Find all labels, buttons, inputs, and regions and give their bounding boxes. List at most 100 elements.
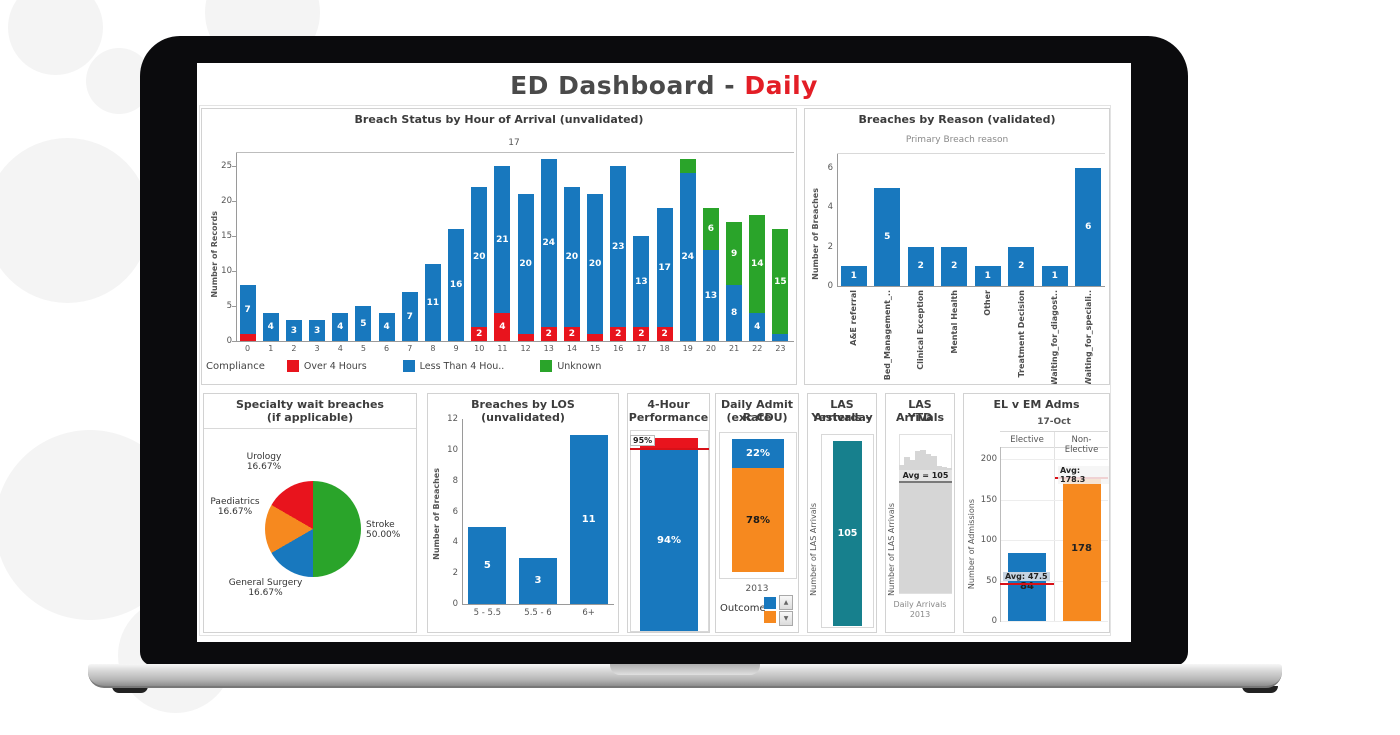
panel-el-v-em: EL v EM Adms 17-Oct Number of Admissions… [963,393,1110,633]
las-yesterday-bar[interactable]: 105 [833,441,862,626]
bar[interactable]: 1 [1041,266,1068,286]
bar[interactable]: 2 [907,246,934,286]
bar-segment-blue[interactable]: 4 [262,313,279,341]
performance-bar-segment-blue[interactable]: 94% [640,449,698,631]
bar[interactable]: 6 [1075,167,1102,286]
performance-bar-segment-red[interactable] [640,438,698,450]
ytd-bar[interactable] [925,454,932,593]
legend-swatch[interactable] [402,360,415,372]
y-tick-label: 0 [827,281,833,291]
gridline [1001,621,1108,622]
legend-item[interactable]: Over 4 Hours [286,360,367,372]
ytd-bar[interactable] [899,464,905,593]
y-tick-label: 10 [221,266,232,276]
bar-segment-green[interactable]: 15 [772,229,789,334]
average-label: Avg = 105 [899,470,952,481]
bar-segment-green[interactable] [679,159,696,173]
panel-breach-by-hour: Breach Status by Hour of Arrival (unvali… [201,108,797,385]
y-tick-label: 2 [452,568,458,579]
laptop-screen: ED Dashboard - Daily Breach Status by Ho… [197,63,1131,642]
bar-segment-blue[interactable]: 11 [424,264,441,341]
x-tick-label: 21 [728,344,740,353]
bar-segment-green[interactable]: 6 [702,208,719,250]
chart-title-line2: (if applicable) [266,411,354,424]
bar-segment-red[interactable]: 2 [471,327,488,341]
bar-segment-blue[interactable]: 16 [448,229,465,341]
bar-segment-green[interactable]: 14 [749,215,766,313]
admit-bar-segment-orange[interactable]: 78% [732,468,784,572]
bar-segment-blue[interactable]: 20 [517,194,534,334]
bar-segment-blue[interactable]: 8 [726,285,743,341]
bar-segment-green[interactable]: 9 [726,222,743,285]
pane-divider [1054,432,1055,621]
bar-segment-blue[interactable]: 7 [401,292,418,341]
legend-swatch-blue[interactable] [764,597,776,609]
bar[interactable]: 3 [519,557,557,604]
bar-segment-red[interactable] [239,334,256,341]
bar-segment-red[interactable]: 2 [563,327,580,341]
bar-segment-red[interactable]: 2 [610,327,627,341]
ytd-bar[interactable] [946,468,953,593]
legend-swatch[interactable] [286,360,299,372]
ytd-bar[interactable] [920,450,926,593]
admit-bar-segment-blue[interactable]: 22% [732,439,784,469]
bar[interactable]: 5 [874,187,901,286]
legend-item[interactable]: Less Than 4 Hou.. [402,360,504,372]
ytd-bar[interactable] [914,451,921,593]
bar-segment-blue[interactable]: 17 [656,208,673,327]
bar-segment-blue[interactable]: 4 [749,313,766,341]
y-tick-label: 200 [980,454,997,464]
bar-segment-red[interactable]: 2 [656,327,673,341]
legend-scroll-down-button[interactable]: ▼ [779,611,793,626]
bar[interactable]: 2 [941,246,968,286]
bar-segment-blue[interactable]: 21 [494,166,511,313]
bar-segment-blue[interactable]: 20 [471,187,488,327]
bar-segment-red[interactable] [517,334,534,341]
legend-scroll-up-button[interactable]: ▲ [779,595,793,610]
ytd-bar[interactable] [930,456,937,593]
x-axis-title: Daily Arrivals 2013 [893,600,947,619]
bar[interactable]: 5 [468,527,507,604]
bar-segment-blue[interactable]: 24 [679,173,696,341]
bar-segment-blue[interactable]: 23 [610,166,627,327]
bar-segment-red[interactable]: 4 [494,313,511,341]
ytd-bar[interactable] [904,457,911,593]
bar-orange[interactable]: 178 [1062,476,1101,621]
bar[interactable]: 11 [569,434,608,604]
bar-segment-blue[interactable]: 13 [702,250,719,341]
ytd-bar[interactable] [909,459,916,593]
bar-segment-blue[interactable]: 24 [540,159,557,327]
panel-breaches-by-reason: Breaches by Reason (validated) Primary B… [804,108,1110,385]
date-header: 17-Oct [1037,417,1071,427]
legend-item[interactable]: Unknown [540,360,601,372]
bar-segment-red[interactable]: 2 [540,327,557,341]
bar-segment-blue[interactable]: 5 [355,306,372,341]
bar-segment-blue[interactable]: 7 [239,285,256,334]
bar-segment-blue[interactable] [772,334,789,341]
bar[interactable]: 1 [840,266,867,286]
bar-segment-blue[interactable]: 13 [633,236,650,327]
legend-swatch-orange[interactable] [764,611,776,623]
ytd-bar[interactable] [941,467,948,593]
bar-segment-red[interactable] [587,334,604,341]
plot-border [630,430,709,632]
bar[interactable]: 1 [974,266,1001,286]
bar-blue[interactable]: 84 [1008,552,1046,621]
bar-segment-red[interactable]: 2 [633,327,650,341]
y-tick-mark [232,271,236,272]
bar[interactable]: 2 [1008,246,1035,286]
y-tick-label: 4 [827,202,833,213]
bar-segment-blue[interactable]: 20 [563,187,580,327]
bar-segment-blue[interactable]: 20 [587,194,604,334]
bar-segment-blue[interactable]: 4 [378,313,395,341]
legend-swatch[interactable] [540,360,553,372]
average-line [899,480,952,483]
pie-chart[interactable] [265,481,361,577]
background-shape [8,0,103,75]
bar-segment-blue[interactable]: 4 [332,313,349,341]
y-axis-title: Number of Breaches [810,188,820,280]
ytd-bar[interactable] [936,466,942,593]
pane-header-line [1000,431,1108,432]
bar-segment-blue[interactable]: 3 [309,320,326,341]
bar-segment-blue[interactable]: 3 [285,320,302,341]
